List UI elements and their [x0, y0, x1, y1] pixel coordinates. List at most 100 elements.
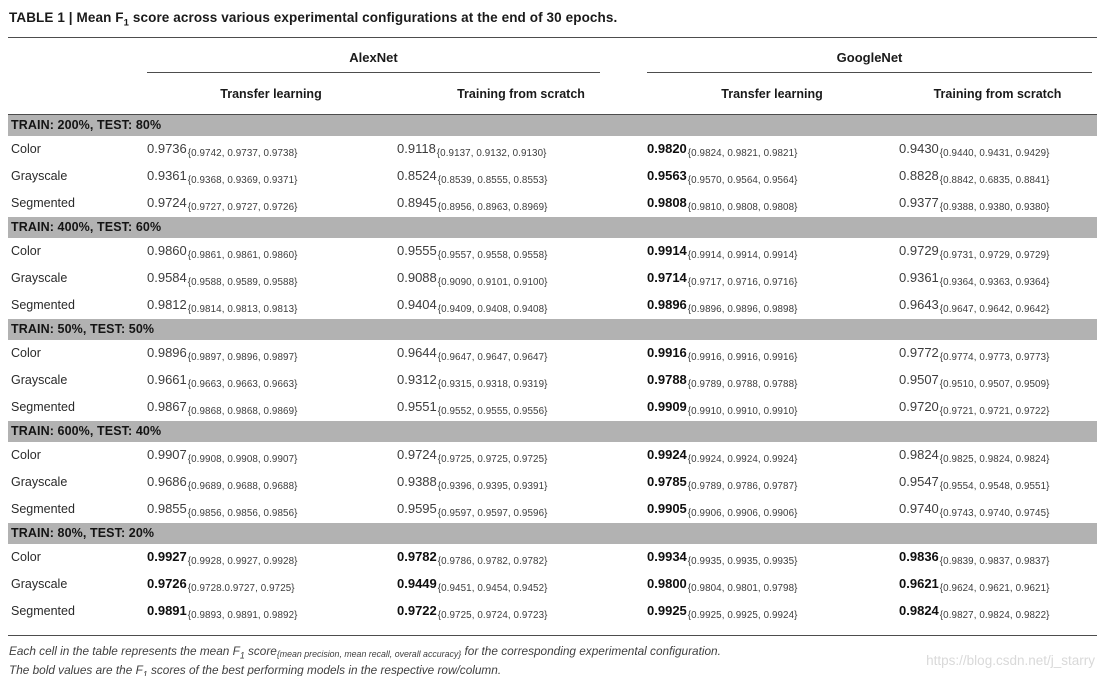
f1-score-value: 0.9404: [397, 297, 437, 313]
f1-score-value: 0.9925: [647, 603, 687, 619]
f1-score-value: 0.9377: [899, 195, 939, 211]
score-cell: 0.9312{0.9315, 0.9318, 0.9319}: [396, 367, 646, 394]
f1-score-value: 0.9661: [147, 372, 187, 388]
row-label: Grayscale: [11, 577, 68, 592]
corner-cell: [8, 73, 146, 115]
subcol-alexnet-scratch: Training from scratch: [396, 73, 647, 115]
f1-score-value: 0.9584: [147, 270, 187, 286]
precision-recall-accuracy-subscript: {0.9570, 0.9564, 0.9564}: [687, 175, 798, 187]
precision-recall-accuracy-subscript: {0.9789, 0.9788, 0.9788}: [687, 379, 798, 391]
caption-text-post: score across various experimental config…: [129, 10, 618, 25]
score-cell: 0.8945{0.8956, 0.8963, 0.8969}: [396, 190, 646, 217]
table-row: Color 0.9896{0.9897, 0.9896, 0.9897} 0.964…: [8, 340, 1097, 367]
subheader-row: Transfer learning Training from scratch …: [8, 73, 1098, 115]
f1-score-value: 0.9824: [899, 603, 939, 619]
precision-recall-accuracy-subscript: {0.9786, 0.9782, 0.9782}: [437, 556, 548, 568]
score-cell: 0.9925{0.9925, 0.9925, 0.9924}: [646, 598, 898, 625]
table-row: Color 0.9927{0.9928, 0.9927, 0.9928} 0.978…: [8, 544, 1097, 571]
f1-score-value: 0.9782: [397, 549, 437, 565]
precision-recall-accuracy-subscript: {0.9368, 0.9369, 0.9371}: [187, 175, 298, 187]
score-cell: 0.9686{0.9689, 0.9688, 0.9688}: [146, 469, 396, 496]
score-cell: 0.9860{0.9861, 0.9861, 0.9860}: [146, 238, 396, 265]
precision-recall-accuracy-subscript: {0.9725, 0.9724, 0.9723}: [437, 610, 548, 622]
footnote-text: score: [244, 643, 277, 658]
f1-score-value: 0.9643: [899, 297, 939, 313]
precision-recall-accuracy-subscript: {0.9824, 0.9821, 0.9821}: [687, 148, 798, 160]
table-body: TRAIN: 200%, TEST: 80% Color 0.9736{0.9742…: [8, 114, 1098, 625]
row-label: Color: [11, 244, 41, 259]
score-cell: 0.9772{0.9774, 0.9773, 0.9773}: [898, 340, 1097, 367]
caption-f-subscript: 1: [123, 17, 130, 29]
column-group-row: AlexNet GoogleNet: [8, 37, 1097, 74]
precision-recall-accuracy-subscript: {0.9440, 0.9431, 0.9429}: [939, 148, 1050, 160]
score-cell: 0.9555{0.9557, 0.9558, 0.9558}: [396, 238, 646, 265]
caption-text-pre: TABLE 1 | Mean F: [9, 10, 124, 25]
table-row: Color 0.9860{0.9861, 0.9861, 0.9860} 0.955…: [8, 238, 1097, 265]
f1-score-value: 0.9388: [397, 474, 437, 490]
precision-recall-accuracy-subscript: {0.9897, 0.9896, 0.9897}: [187, 352, 298, 364]
score-cell: 0.9808{0.9810, 0.9808, 0.9808}: [646, 190, 898, 217]
row-label: Segmented: [11, 196, 75, 211]
f1-score-value: 0.9430: [899, 141, 939, 157]
table-row: Grayscale 0.9686{0.9689, 0.9688, 0.9688} 0…: [8, 469, 1097, 496]
footnote-f-subscript: 1: [142, 668, 148, 676]
f1-score-value: 0.9507: [899, 372, 939, 388]
score-cell: 0.9547{0.9554, 0.9548, 0.9551}: [898, 469, 1097, 496]
score-cell: 0.9907{0.9908, 0.9908, 0.9907}: [146, 442, 396, 469]
f1-score-value: 0.9916: [647, 345, 687, 361]
precision-recall-accuracy-subscript: {0.9861, 0.9861, 0.9860}: [187, 250, 298, 262]
score-cell: 0.9891{0.9893, 0.9891, 0.9892}: [146, 598, 396, 625]
f1-score-value: 0.9729: [899, 243, 939, 259]
score-cell: 0.9507{0.9510, 0.9507, 0.9509}: [898, 367, 1097, 394]
score-cell: 0.9905{0.9906, 0.9906, 0.9906}: [646, 496, 898, 523]
precision-recall-accuracy-subscript: {0.9663, 0.9663, 0.9663}: [187, 379, 298, 391]
score-cell: 0.9644{0.9647, 0.9647, 0.9647}: [396, 340, 646, 367]
precision-recall-accuracy-subscript: {0.9552, 0.9555, 0.9556}: [437, 406, 548, 418]
table-row: Segmented 0.9891{0.9893, 0.9891, 0.9892} 0…: [8, 598, 1097, 625]
f1-score-value: 0.9820: [647, 141, 687, 157]
precision-recall-accuracy-subscript: {0.9916, 0.9916, 0.9916}: [687, 352, 798, 364]
subcol-googlenet-transfer: Transfer learning: [646, 73, 899, 115]
precision-recall-accuracy-subscript: {0.9721, 0.9721, 0.9722}: [939, 406, 1050, 418]
f1-score-value: 0.9724: [397, 447, 437, 463]
precision-recall-accuracy-subscript: {0.9924, 0.9924, 0.9924}: [687, 454, 798, 466]
score-cell: 0.9584{0.9588, 0.9589, 0.9588}: [146, 265, 396, 292]
f1-score-value: 0.9449: [397, 576, 437, 592]
train-test-band-label: TRAIN: 50%, TEST: 50%: [8, 318, 1098, 340]
footnote-text: Each cell in the table represents the me…: [9, 643, 240, 658]
precision-recall-accuracy-subscript: {0.9935, 0.9935, 0.9935}: [687, 556, 798, 568]
table-row: Segmented 0.9867{0.9868, 0.9868, 0.9869} 0…: [8, 394, 1097, 421]
score-cell: 0.9449{0.9451, 0.9454, 0.9452}: [396, 571, 646, 598]
train-test-band-label: TRAIN: 600%, TEST: 40%: [8, 420, 1098, 442]
score-cell: 0.8828{0.8842, 0.6835, 0.8841}: [898, 163, 1097, 190]
corner-cell: [8, 37, 146, 74]
f1-score-value: 0.9547: [899, 474, 939, 490]
f1-score-value: 0.9772: [899, 345, 939, 361]
f1-score-value: 0.9914: [647, 243, 687, 259]
table-row: Color 0.9907{0.9908, 0.9908, 0.9907} 0.972…: [8, 442, 1097, 469]
score-cell: 0.9924{0.9924, 0.9924, 0.9924}: [646, 442, 898, 469]
precision-recall-accuracy-subscript: {0.9557, 0.9558, 0.9558}: [437, 250, 548, 262]
train-test-band-row: TRAIN: 50%, TEST: 50%: [8, 318, 1098, 340]
row-label: Color: [11, 448, 41, 463]
score-cell: 0.9714{0.9717, 0.9716, 0.9716}: [646, 265, 898, 292]
score-cell: 0.9896{0.9896, 0.9896, 0.9898}: [646, 292, 898, 319]
score-cell: 0.9118{0.9137, 0.9132, 0.9130}: [396, 136, 646, 163]
f1-score-value: 0.9118: [397, 141, 436, 157]
score-cell: 0.9740{0.9743, 0.9740, 0.9745}: [898, 496, 1097, 523]
score-cell: 0.9361{0.9364, 0.9363, 0.9364}: [898, 265, 1097, 292]
table-row: Segmented 0.9724{0.9727, 0.9727, 0.9726} 0…: [8, 190, 1097, 217]
score-cell: 0.9736{0.9742, 0.9737, 0.9738}: [146, 136, 396, 163]
precision-recall-accuracy-subscript: {0.8539, 0.8555, 0.8553}: [437, 175, 548, 187]
footnote-text: for the corresponding experimental confi…: [461, 643, 721, 658]
score-cell: 0.9361{0.9368, 0.9369, 0.9371}: [146, 163, 396, 190]
score-cell: 0.9824{0.9825, 0.9824, 0.9824}: [898, 442, 1097, 469]
precision-recall-accuracy-subscript: {0.9731, 0.9729, 0.9729}: [939, 250, 1050, 262]
precision-recall-accuracy-subscript: {0.9689, 0.9688, 0.9688}: [187, 481, 298, 493]
f1-score-value: 0.9555: [397, 243, 437, 259]
score-cell: 0.9724{0.9727, 0.9727, 0.9726}: [146, 190, 396, 217]
f1-score-value: 0.9905: [647, 501, 687, 517]
table-row: Segmented 0.9812{0.9814, 0.9813, 0.9813} 0…: [8, 292, 1097, 319]
f1-score-value: 0.9644: [397, 345, 437, 361]
f1-score-value: 0.9836: [899, 549, 939, 565]
